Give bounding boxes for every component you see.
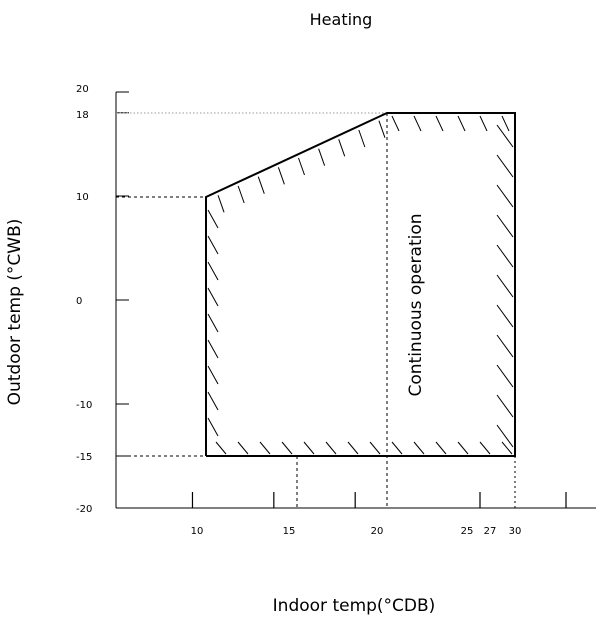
hatch-mark-37 bbox=[259, 441, 271, 455]
y-tick-label-2: 10 bbox=[76, 192, 89, 203]
x-tick-label-2: 20 bbox=[371, 526, 384, 537]
hatch-mark-1 bbox=[207, 235, 219, 255]
hatch-mark-34 bbox=[496, 424, 514, 448]
x-tick-label-1: 15 bbox=[283, 526, 296, 537]
hatch-mark-28 bbox=[496, 244, 514, 268]
hatch-mark-41 bbox=[347, 441, 359, 455]
hatch-mark-13 bbox=[298, 157, 305, 176]
y-axis-title: Outdoor temp (°CWB) bbox=[5, 219, 25, 406]
x-axis-title: Indoor temp(°CDB) bbox=[273, 596, 436, 616]
hatch-mark-12 bbox=[277, 167, 285, 185]
hatch-mark-26 bbox=[496, 184, 514, 208]
x-tick-label-4: 27 bbox=[484, 526, 497, 537]
diagram-title: Heating bbox=[310, 10, 373, 29]
hatch-mark-27 bbox=[496, 214, 514, 238]
x-tick-label-3: 25 bbox=[461, 526, 474, 537]
hatch-mark-30 bbox=[496, 304, 514, 328]
hatch-mark-40 bbox=[325, 441, 337, 455]
y-tick-label-5: -15 bbox=[76, 452, 92, 463]
hatch-mark-22 bbox=[479, 115, 488, 132]
operating-region-boundary bbox=[205, 112, 516, 457]
hatch-mark-45 bbox=[435, 441, 447, 455]
hatch-mark-18 bbox=[391, 115, 400, 132]
hatch-mark-20 bbox=[435, 115, 444, 132]
hatch-mark-11 bbox=[257, 176, 265, 194]
y-tick-label-1: 18 bbox=[76, 110, 89, 121]
hatch-mark-16 bbox=[358, 129, 366, 148]
hatch-mark-42 bbox=[369, 441, 381, 455]
hatch-mark-17 bbox=[378, 120, 386, 138]
y-tick-label-6: -20 bbox=[76, 504, 92, 515]
hatch-mark-35 bbox=[215, 441, 227, 455]
hatch-mark-24 bbox=[496, 124, 514, 148]
hatch-mark-15 bbox=[338, 139, 346, 157]
x-axis-ticks: 10 15 20 25 27 30 bbox=[191, 492, 567, 537]
hatch-mark-0 bbox=[207, 209, 219, 229]
hatch-mark-9 bbox=[217, 195, 225, 213]
y-tick-label-4: -10 bbox=[76, 400, 92, 411]
hatch-mark-25 bbox=[496, 154, 514, 178]
hatch-mark-48 bbox=[501, 441, 513, 455]
reference-lines bbox=[116, 112, 516, 508]
x-tick-label-5: 30 bbox=[509, 526, 522, 537]
hatch-mark-2 bbox=[207, 261, 219, 281]
hatch-mark-7 bbox=[207, 391, 219, 411]
hatch-mark-21 bbox=[457, 115, 466, 132]
hatch-mark-8 bbox=[207, 417, 219, 437]
x-tick-label-0: 10 bbox=[191, 526, 204, 537]
hatch-mark-36 bbox=[237, 441, 249, 455]
hatch-mark-4 bbox=[207, 313, 219, 333]
hatch-mark-39 bbox=[303, 441, 315, 455]
hatch-mark-33 bbox=[496, 394, 514, 418]
hatch-mark-44 bbox=[413, 441, 425, 455]
hatch-mark-32 bbox=[496, 364, 514, 388]
hatch-mark-3 bbox=[207, 287, 219, 307]
y-tick-label-3: 0 bbox=[76, 296, 82, 307]
hatch-mark-6 bbox=[207, 365, 219, 385]
hatch-mark-23 bbox=[501, 115, 510, 132]
hatch-mark-5 bbox=[207, 339, 219, 359]
hatch-mark-38 bbox=[281, 441, 293, 455]
region-label: Continuous operation bbox=[406, 213, 426, 396]
y-tick-label-0: 20 bbox=[76, 84, 89, 95]
hatching bbox=[207, 115, 514, 455]
hatch-mark-43 bbox=[391, 441, 403, 455]
hatch-mark-19 bbox=[413, 115, 422, 132]
y-axis-ticks: 20 18 10 0 -10 -15 -20 bbox=[76, 84, 129, 515]
hatch-mark-47 bbox=[479, 441, 491, 455]
hatch-mark-29 bbox=[496, 274, 514, 298]
hatch-mark-10 bbox=[237, 185, 245, 204]
hatch-mark-31 bbox=[496, 334, 514, 358]
hatch-mark-14 bbox=[318, 148, 326, 166]
hatch-mark-46 bbox=[457, 441, 469, 455]
